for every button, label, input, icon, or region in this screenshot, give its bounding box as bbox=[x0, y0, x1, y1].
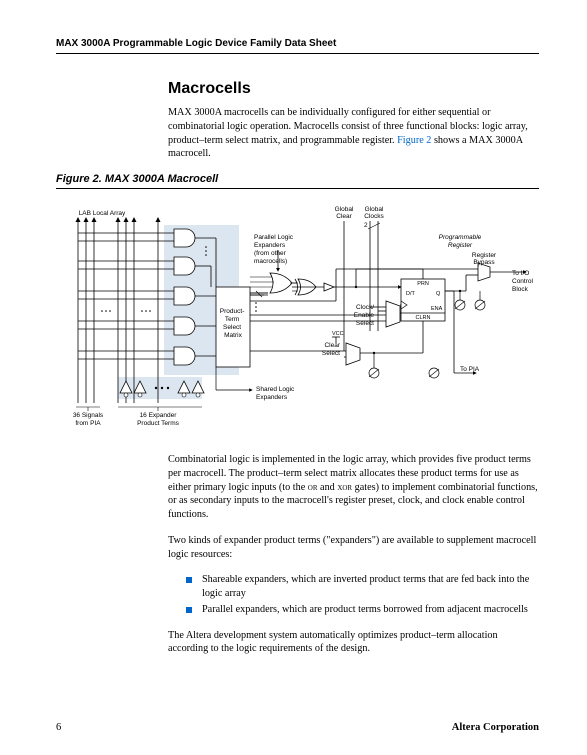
bullet-icon bbox=[186, 607, 192, 613]
clock-enable-label: Clock/EnableSelect bbox=[354, 304, 375, 327]
q-label: Q bbox=[436, 291, 441, 297]
fuse-icons bbox=[455, 290, 485, 310]
footer-company: Altera Corporation bbox=[452, 722, 539, 733]
list-item: Parallel expanders, which are product te… bbox=[186, 603, 539, 617]
figure-caption: Figure 2. MAX 3000A Macrocell bbox=[56, 173, 539, 189]
global-clocks-label: GlobalClocks bbox=[364, 206, 384, 220]
intro-paragraph: MAX 3000A macrocells can be individually… bbox=[168, 106, 539, 161]
section-heading: Macrocells bbox=[168, 80, 539, 98]
clock-enable-mux bbox=[386, 301, 400, 327]
clear-select-mux bbox=[346, 343, 360, 365]
para-2: Combinatorial logic is implemented in th… bbox=[168, 453, 539, 522]
para-3: Two kinds of expander product terms ("ex… bbox=[168, 534, 539, 562]
to-io-label: To I/OControlBlock bbox=[512, 270, 534, 293]
page-number: 6 bbox=[56, 722, 61, 733]
macrocell-diagram: LAB Local Array bbox=[56, 195, 539, 435]
prn-label: PRN bbox=[417, 281, 429, 287]
prog-reg-label: ProgrammableRegister bbox=[439, 234, 482, 249]
list-item: Shareable expanders, which are inverted … bbox=[186, 573, 539, 601]
two-label: 2 bbox=[364, 222, 368, 229]
vcc-label: VCC bbox=[332, 331, 344, 337]
reg-bypass-label: RegisterBypass bbox=[472, 252, 497, 266]
bullet-text: Parallel expanders, which are product te… bbox=[202, 603, 528, 617]
figure-link[interactable]: Figure 2 bbox=[397, 135, 431, 146]
doc-header: MAX 3000A Programmable Logic Device Fami… bbox=[56, 38, 539, 54]
bullet-list: Shareable expanders, which are inverted … bbox=[186, 573, 539, 616]
pia-lines bbox=[78, 219, 158, 403]
para-4: The Altera development system automatica… bbox=[168, 629, 539, 657]
expander-region bbox=[118, 377, 202, 399]
or-gate bbox=[250, 273, 292, 293]
ena-label: ENA bbox=[431, 306, 443, 312]
clear-select-label: ClearSelect bbox=[322, 342, 341, 357]
clrn-label: CLRN bbox=[416, 315, 431, 321]
global-clear-label: GlobalClear bbox=[335, 206, 354, 220]
lab-local-array-label: LAB Local Array bbox=[79, 210, 126, 217]
page-footer: 6 Altera Corporation bbox=[56, 722, 539, 733]
bullet-icon bbox=[186, 577, 192, 583]
signals-pia-label: 36 Signalsfrom PIA bbox=[73, 412, 104, 427]
expander-terms-label: 16 ExpanderProduct Terms bbox=[137, 412, 180, 427]
pia-arrows bbox=[78, 218, 158, 219]
dt-label: D/T bbox=[406, 291, 416, 297]
parallel-logic-label: Parallel Logic Expanders (from other mac… bbox=[254, 234, 295, 265]
to-pia-label: To PIA bbox=[460, 366, 480, 373]
bullet-text: Shareable expanders, which are inverted … bbox=[202, 573, 539, 601]
buffer-icon bbox=[324, 283, 334, 291]
shared-logic-label: Shared LogicExpanders bbox=[256, 386, 295, 401]
